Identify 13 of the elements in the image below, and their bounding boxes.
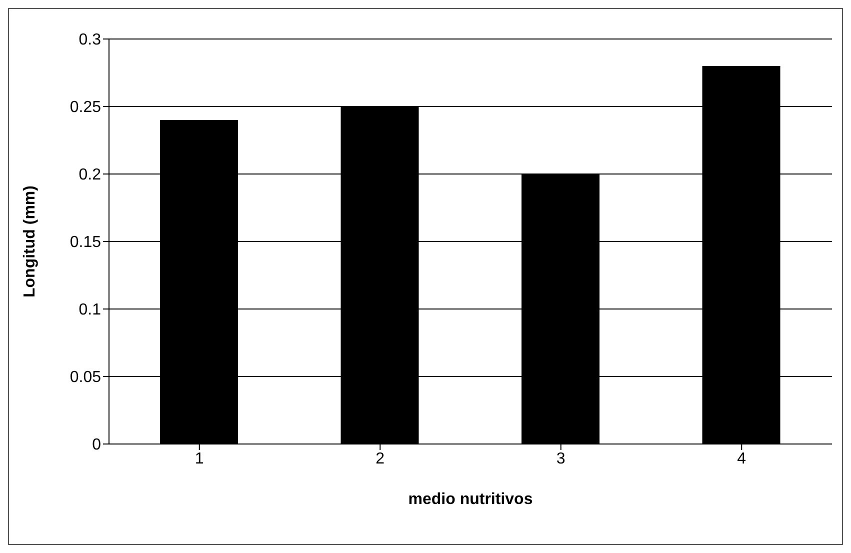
y-tick-label: 0.1	[78, 302, 102, 319]
y-tick-label: 0.3	[78, 32, 102, 49]
y-tick-label: 0.25	[70, 99, 102, 116]
x-tick-label: 2	[376, 450, 385, 468]
x-tick-label: 4	[737, 450, 746, 468]
y-axis-title: Longitud (mm)	[22, 186, 39, 298]
y-tick-label: 0	[92, 436, 102, 454]
y-tick-label: 0.05	[70, 369, 102, 386]
x-tick-label: 3	[556, 450, 566, 468]
y-tick-label: 0.2	[78, 166, 102, 184]
x-axis-title: medio nutritivos	[408, 491, 533, 508]
y-tick-label: 0.15	[70, 234, 102, 252]
x-tick-label: 1	[194, 450, 204, 468]
